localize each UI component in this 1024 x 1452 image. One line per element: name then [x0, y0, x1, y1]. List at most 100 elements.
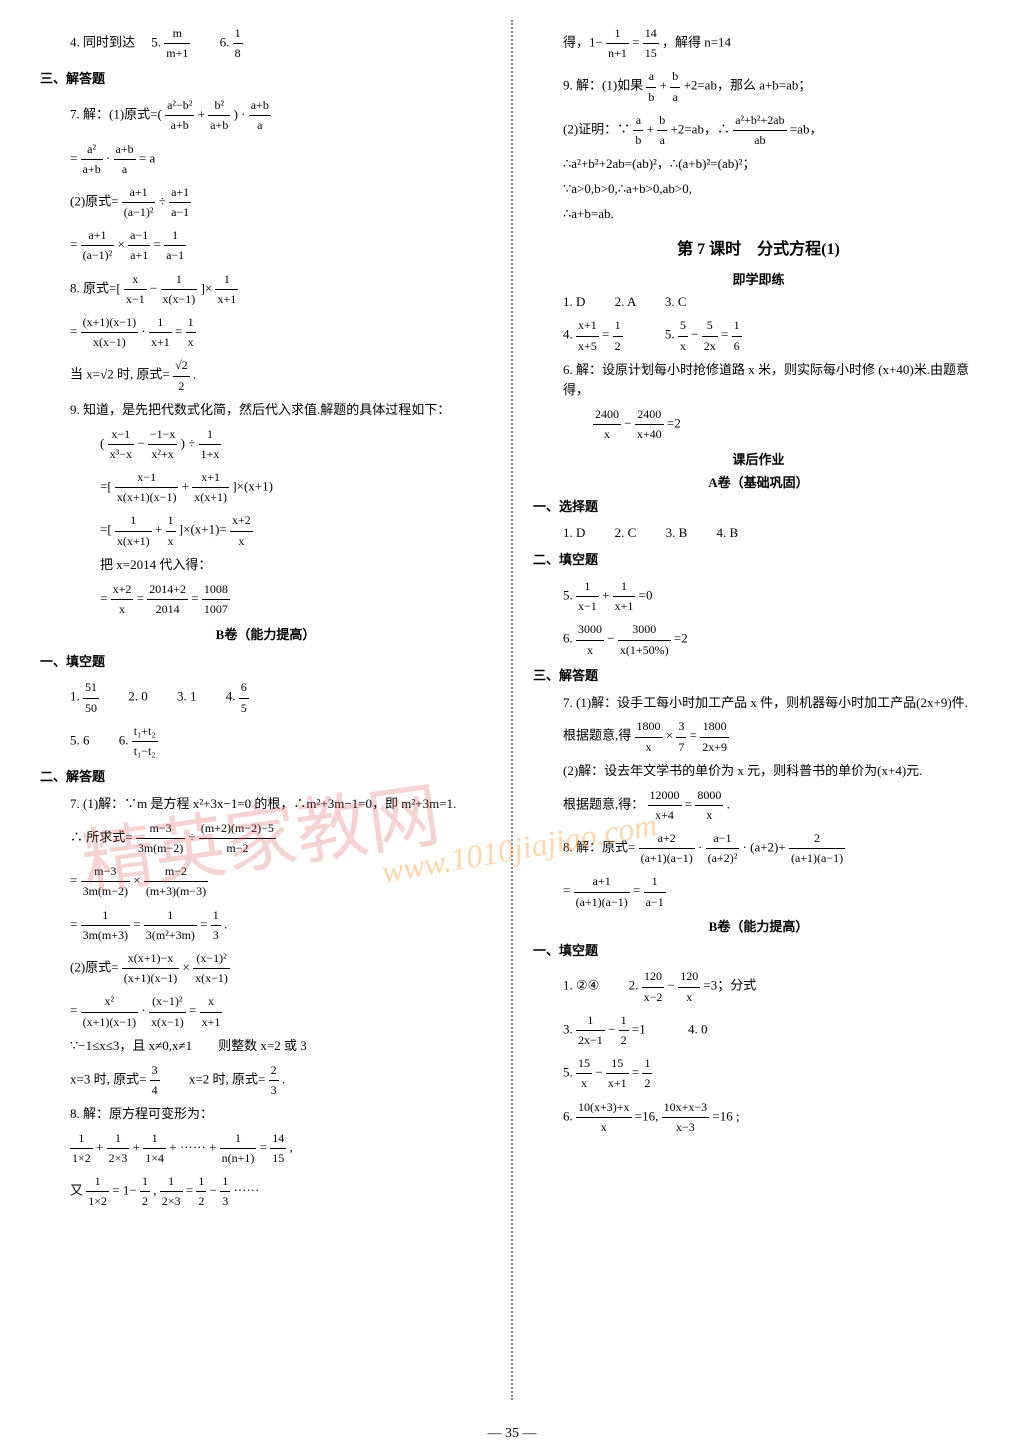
text: +2=ab，那么 a+b=ab； — [684, 78, 812, 93]
fill-row1: 1. 5150 2. 0 3. 1 4. 65 — [40, 678, 491, 717]
text: ÷ — [159, 194, 169, 209]
frac: m−2(m+3)(m−3) — [144, 862, 208, 901]
fillb-row1: 1. ②④ 2. 120x−2 − 120x =3；分式 — [533, 967, 984, 1006]
ans5: 5. — [151, 35, 164, 50]
frac: b²a+b — [208, 96, 230, 135]
frac: 1x+1 — [613, 577, 636, 616]
page-number: — 35 — — [0, 1426, 1024, 1442]
text: + — [155, 522, 166, 537]
text: =0 — [639, 588, 653, 603]
text: 4. — [563, 327, 576, 342]
q7-line2: = a²a+b · a+ba = a — [40, 140, 491, 179]
frac: 16 — [732, 316, 742, 355]
text: − — [607, 631, 618, 646]
q8-line3: 当 x=√2 时, 原式= √22 . — [40, 356, 491, 395]
text: = — [632, 1065, 643, 1080]
frac: (m+2)(m−2)−5m−2 — [199, 819, 276, 858]
frac: 1x — [186, 313, 196, 352]
frac: a²+b²+2abab — [733, 111, 786, 150]
q7-line4: = a+1(a−1)² × a−1a+1 = 1a−1 — [40, 226, 491, 265]
frac: a²a+b — [81, 140, 103, 179]
frac: 120x−2 — [642, 967, 665, 1006]
text: 6. — [563, 1108, 576, 1123]
frac: 1x+1 — [215, 270, 238, 309]
text: 1. D — [563, 294, 585, 309]
frac: a+1(a+1)(a−1) — [574, 872, 630, 911]
text: 6. — [119, 733, 132, 748]
text: + — [182, 479, 193, 494]
text: = — [189, 1003, 200, 1018]
text: 5. — [563, 588, 576, 603]
frac: 12 — [140, 1172, 150, 1211]
text: 根据题意,得 — [563, 728, 635, 743]
frac: 11×2 — [70, 1129, 93, 1168]
q9-line5: = x+2x = 2014+22014 = 10081007 — [40, 580, 491, 619]
frac: 1a−1 — [164, 226, 186, 265]
text: = — [70, 1003, 81, 1018]
imm-row2: 4. x+1x+5 = 12 5. 5x − 52x = 16 — [533, 316, 984, 355]
frac: 13 — [220, 1172, 230, 1211]
text: = — [632, 35, 643, 50]
text: = — [153, 237, 164, 252]
text: (2)证明：∵ — [563, 121, 633, 136]
frac: 1800x — [635, 717, 663, 756]
frac: 12 — [196, 1172, 206, 1211]
frac: 120x — [678, 967, 700, 1006]
frac: 13(m²+3m) — [144, 906, 197, 945]
q7b-line5: = x²(x+1)(x−1) · (x−1)²x(x−1) = xx+1 — [40, 992, 491, 1031]
frac: 15x+1 — [606, 1054, 629, 1093]
frac: x(x+1)−x(x+1)(x−1) — [122, 949, 180, 988]
text: . — [282, 1071, 285, 1086]
frac: 5150 — [83, 678, 99, 717]
frac: 13m(m+3) — [81, 906, 130, 945]
frac: ba — [657, 111, 667, 150]
q7b-line1: ∴ 所求式= m−33m(m−2) ÷ (m+2)(m−2)−5m−2 — [40, 819, 491, 858]
frac: 23 — [269, 1061, 279, 1100]
text: 2. A — [615, 294, 636, 309]
text: − — [210, 1183, 221, 1198]
frac: 3000x — [576, 620, 604, 659]
q7b-line3: = 13m(m+3) = 13(m²+3m) = 13 . — [40, 906, 491, 945]
vol-b-r: B卷（能力提高） — [533, 916, 984, 935]
text: = — [70, 916, 81, 931]
text: = — [685, 796, 696, 811]
fillb-row4: 6. 10(x+3)+xx =16, 10x+x−3x−3 =16 ; — [533, 1098, 984, 1137]
text: ······ — [233, 1183, 259, 1198]
text: + — [133, 1139, 144, 1154]
fillr-5: 5. 1x−1 + 1x+1 =0 — [533, 577, 984, 616]
text: 5. 6 — [70, 733, 90, 748]
frac: 12x−1 — [576, 1011, 605, 1050]
q9-line1: ( x−1x³−x − −1−xx²+x ) ÷ 11+x — [40, 425, 491, 464]
q8-line2: = (x+1)(x−1)x(x−1) · 1x+1 = 1x — [40, 313, 491, 352]
text: 得，1− — [563, 35, 606, 50]
text: 又 — [70, 1183, 86, 1198]
frac: a+ba — [114, 140, 136, 179]
frac: 65 — [239, 678, 249, 717]
lesson-title: 第 7 课时 分式方程(1) — [533, 235, 984, 259]
section3-title: 三、解答题 — [40, 69, 491, 90]
frac: a+2(a+1)(a−1) — [639, 829, 695, 868]
page-container: 4. 同时到达 5. mm+1 6. 18 三、解答题 7. 解：(1)原式=(… — [0, 0, 1024, 1420]
frac: 2400x+40 — [635, 405, 664, 444]
answer-row: 4. 同时到达 5. mm+1 6. 18 — [40, 24, 491, 63]
text: = — [70, 873, 81, 888]
vol-b-title: B卷（能力提高） — [40, 625, 491, 646]
frac: m−33m(m−2) — [136, 819, 185, 858]
text: 2. C — [615, 525, 637, 540]
frac: 1x(x−1) — [161, 270, 198, 309]
frac: 12 — [642, 1054, 652, 1093]
frac: 12×3 — [160, 1172, 183, 1211]
text: × — [118, 237, 129, 252]
text: × — [133, 873, 144, 888]
text: = — [70, 150, 81, 165]
frac: 2(a+1)(a−1) — [789, 829, 845, 868]
text: = — [175, 324, 186, 339]
text: 3. — [563, 1022, 576, 1037]
q8-line1: 8. 原式=[ xx−1 − 1x(x−1) ]× 1x+1 — [40, 270, 491, 309]
solve-title: 二、解答题 — [40, 767, 491, 788]
frac: x−1x³−x — [108, 425, 134, 464]
q7b-line4: (2)原式= x(x+1)−x(x+1)(x−1) × (x−1)²x(x−1) — [40, 949, 491, 988]
text: =16, — [635, 1108, 662, 1123]
text: ]× — [201, 280, 216, 295]
frac: 5x — [678, 316, 688, 355]
